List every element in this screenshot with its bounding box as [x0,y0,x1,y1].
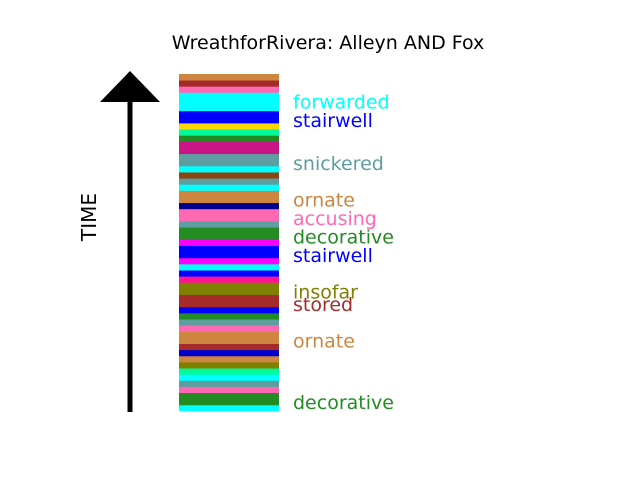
stripe [179,288,279,295]
stripe-label: decorative [293,226,394,248]
stripe [179,355,279,363]
stripe [179,135,279,142]
stripe [179,110,279,118]
stripe [179,263,279,271]
stripe [179,380,279,387]
stripe [179,104,279,112]
stripe [179,208,279,216]
stripe [179,86,279,93]
stripe-label: forwarded [293,92,390,114]
chart-title: WreathforRivera: Alleyn AND Fox [172,32,485,54]
stripe [179,165,279,173]
stripe-label: snickered [293,153,384,175]
stripe [179,80,279,87]
stripe [179,343,279,351]
stripe [179,349,279,357]
time-arrow-head [100,71,160,102]
stripe-label: ornate [293,190,355,212]
stripe [179,251,279,259]
stripe [179,233,279,240]
stripe-label: stairwell [293,110,373,132]
stripe [179,153,279,161]
stripe [179,331,279,338]
stripe [179,190,279,197]
stripe-label: stored [293,294,353,316]
stripe [179,270,279,277]
stripe [179,294,279,302]
stripe [179,337,279,344]
stripe-stack [179,74,279,412]
stripe [179,374,279,381]
stripe [179,386,279,394]
stripe [179,325,279,332]
stripe [179,221,279,228]
stripe [179,123,279,130]
stripe [179,98,279,106]
time-axis-label: TIME [77,193,101,242]
stripe [179,312,279,320]
stripe [179,276,279,283]
stripe [179,74,279,81]
stripe-label: accusing [293,208,377,230]
stripe [179,227,279,234]
stripe [179,141,279,148]
stripe [179,116,279,124]
stripe-label: insofar [293,282,358,304]
stripe [179,398,279,406]
stripe [179,319,279,326]
stripe [179,300,279,308]
stripe-label: stairwell [293,245,373,267]
stripe [179,184,279,191]
stripe [179,172,279,179]
stripe [179,202,279,210]
stripe [179,392,279,400]
stripe [179,129,279,136]
stripe [179,214,279,222]
stripe-label: decorative [293,392,394,414]
stripe [179,239,279,246]
stripe [179,257,279,265]
stripe [179,404,279,412]
stripe [179,159,279,167]
stripe [179,361,279,369]
stripe [179,306,279,314]
label-column: decorativeornatestoredinsofarstairwellde… [293,92,394,414]
stripe [179,368,279,375]
stripe [179,147,279,155]
stripe [179,282,279,289]
time-arrow [100,71,160,412]
stripe [179,178,279,185]
stripe-label: ornate [293,331,355,353]
stripe [179,92,279,99]
stripe [179,245,279,253]
stripe [179,196,279,204]
